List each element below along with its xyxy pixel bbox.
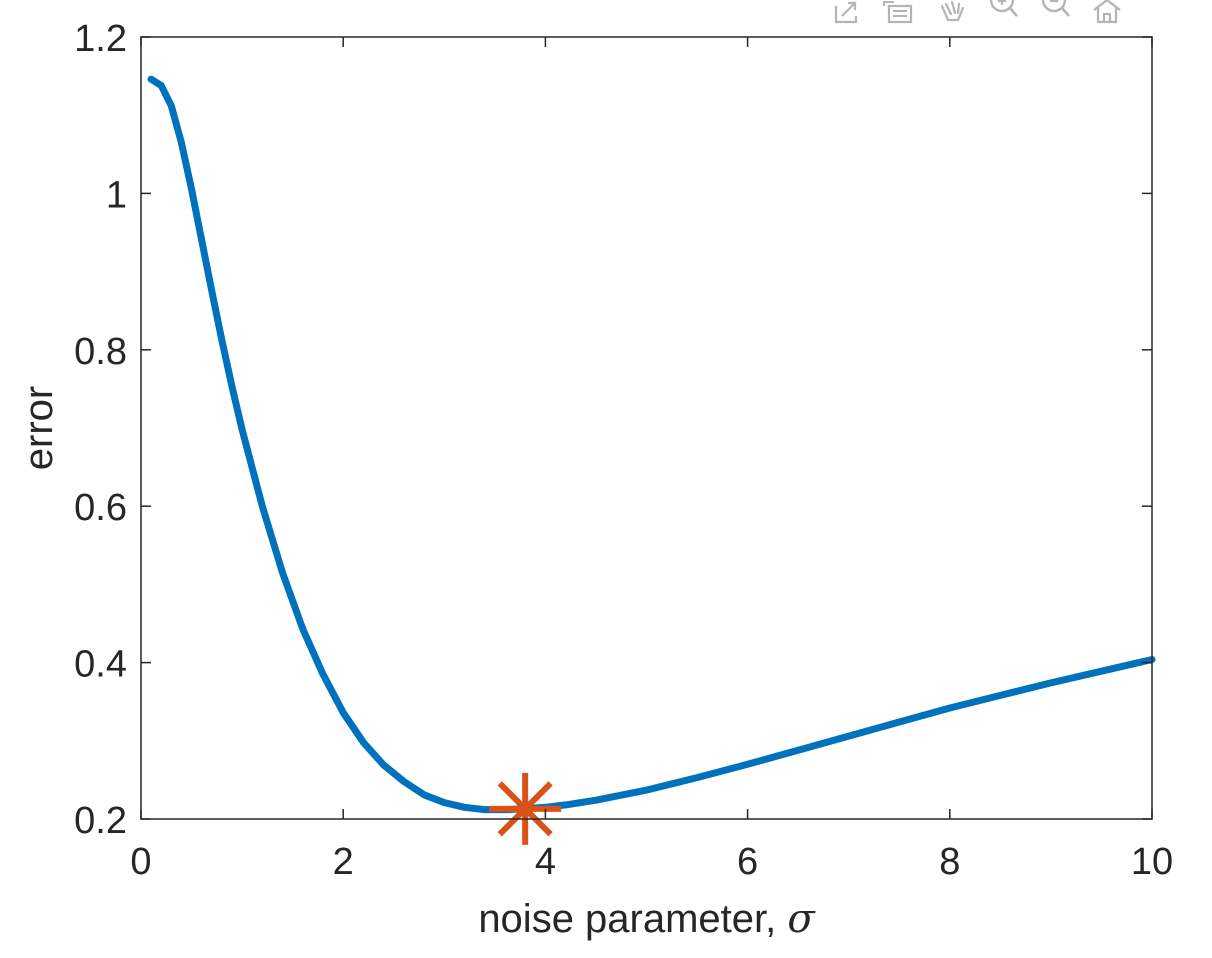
pan-icon: [940, 0, 965, 22]
export-icon: [834, 1, 858, 24]
home-button[interactable]: [1086, 0, 1128, 26]
home-icon: [1093, 0, 1121, 24]
axes-toolbar: [826, 0, 1128, 26]
zoom-in-icon: [989, 0, 1018, 17]
x-tick-label: 4: [535, 841, 556, 883]
x-tick-label: 6: [737, 841, 758, 883]
y-tick-label: 0.6: [74, 487, 127, 529]
y-tick-label: 0.8: [74, 331, 127, 373]
y-tick-label: 1.2: [74, 18, 127, 60]
x-tick-labels: 0 2 4 6 8 10: [130, 841, 1173, 883]
marker-stroke: [497, 781, 553, 837]
y-tick-label: 0.2: [74, 800, 127, 842]
brush-icon: [883, 1, 913, 24]
x-axis-label-text: noise parameter,: [478, 897, 787, 941]
zoom-out-button[interactable]: [1034, 0, 1076, 26]
tick-layer: [140, 36, 1153, 820]
y-tick-labels: 0.2 0.4 0.6 0.8 1 1.2: [74, 18, 127, 842]
x-axis-label: noise parameter, σ: [478, 896, 816, 942]
export-button[interactable]: [826, 0, 868, 26]
y-tick-label: 0.4: [74, 644, 127, 686]
y-axis-label: error: [17, 386, 61, 470]
zoom-out-icon: [1041, 0, 1070, 17]
x-tick-label: 10: [1131, 841, 1173, 883]
x-tick-label: 8: [939, 841, 960, 883]
brush-button[interactable]: [878, 0, 920, 26]
error-curve: [147, 75, 1156, 814]
pan-button[interactable]: [930, 0, 972, 26]
axes-box: [140, 36, 1153, 820]
y-tick-label: 1: [106, 174, 127, 216]
x-axis-label-symbol: σ: [787, 896, 816, 942]
zoom-in-button[interactable]: [982, 0, 1024, 26]
curve-layer: [147, 75, 1156, 814]
minimum-marker: [489, 772, 562, 845]
x-tick-label: 2: [333, 841, 354, 883]
x-tick-label: 0: [130, 841, 151, 883]
marker-layer: [489, 772, 562, 845]
